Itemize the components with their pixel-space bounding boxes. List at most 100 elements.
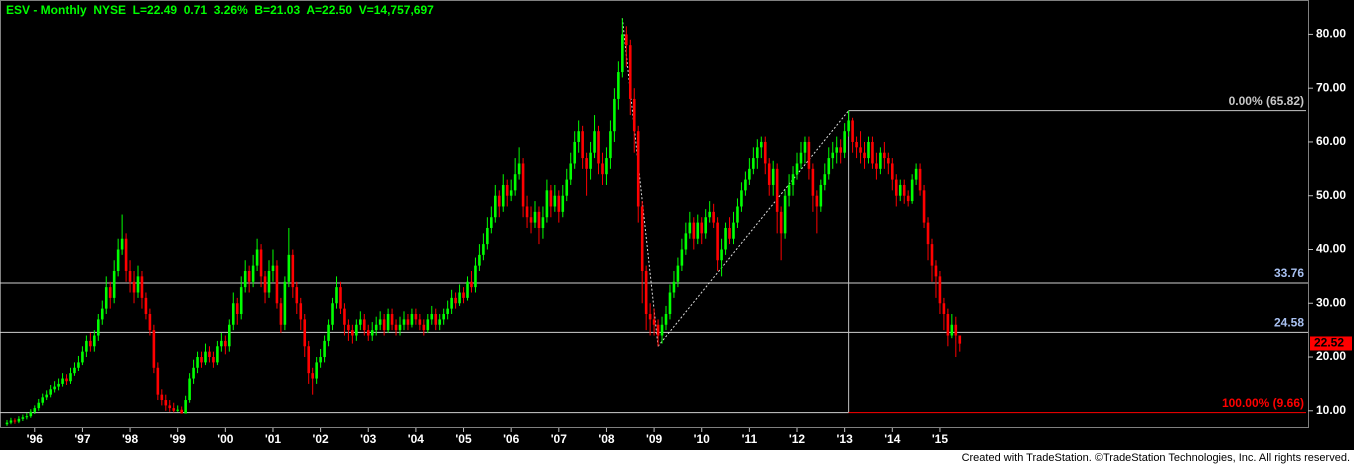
candle-body — [660, 324, 664, 336]
candle-body — [45, 394, 48, 398]
candle-body — [609, 131, 612, 159]
candle-body — [228, 324, 231, 347]
candle-body — [116, 249, 120, 271]
candle-body — [732, 222, 735, 239]
x-tick-label: '11 — [742, 432, 758, 446]
candle-body — [132, 281, 136, 293]
x-tick-label: '96 — [27, 432, 44, 446]
candle-body — [184, 400, 187, 414]
candle-body — [545, 190, 549, 218]
last-price-box — [1310, 336, 1352, 351]
candle-body — [164, 400, 168, 406]
candle-body — [462, 292, 465, 298]
candle-body — [517, 163, 521, 175]
candle-body — [370, 330, 374, 336]
candle-body — [442, 314, 445, 320]
candle-body — [680, 249, 684, 266]
candle-body — [863, 152, 866, 159]
candle-body — [950, 324, 954, 336]
candle-body — [406, 319, 410, 325]
candle-body — [13, 420, 17, 422]
candle-body — [160, 394, 164, 401]
y-tick-label: 10.00 — [1316, 403, 1346, 417]
candle-body — [81, 351, 84, 363]
candle-body — [303, 319, 307, 347]
candle-body — [490, 217, 493, 228]
x-tick-label: '14 — [884, 432, 901, 446]
candle-body — [410, 314, 414, 325]
candle-body — [767, 163, 771, 185]
candle-body — [176, 409, 179, 411]
candle-body — [188, 378, 191, 401]
candle-body — [803, 141, 807, 153]
x-tick-label: '04 — [408, 432, 425, 446]
candle-body — [537, 211, 541, 228]
candle-body — [926, 222, 930, 245]
x-tick-label: '01 — [265, 432, 282, 446]
candle-body — [501, 184, 505, 207]
candle-body — [196, 357, 199, 368]
candle-body — [482, 244, 485, 255]
candle-body — [589, 152, 592, 169]
candle-body — [140, 276, 144, 298]
candle-body — [728, 227, 731, 239]
x-tick-label: '08 — [598, 432, 615, 446]
background — [0, 0, 1354, 450]
candle-body — [632, 98, 636, 132]
x-tick-label: '05 — [455, 432, 472, 446]
candle-body — [394, 324, 398, 331]
candle-body — [505, 184, 509, 196]
y-tick-label: 70.00 — [1316, 80, 1346, 94]
candle-body — [454, 297, 457, 304]
candle-body — [879, 152, 882, 169]
candle-body — [271, 265, 275, 271]
candle-body — [386, 314, 390, 331]
candle-body — [807, 141, 811, 169]
candle-body — [700, 222, 704, 234]
candle-body — [418, 319, 422, 325]
candle-body — [148, 314, 152, 331]
candle-body — [216, 346, 219, 363]
candle-body — [712, 211, 715, 223]
candle-body — [438, 319, 442, 325]
y-tick-label: 60.00 — [1316, 134, 1346, 148]
candle-body — [569, 163, 573, 180]
candle-body — [339, 287, 342, 309]
candle-body — [617, 72, 620, 99]
candle-body — [235, 303, 239, 315]
candle-body — [938, 276, 942, 304]
candle-body — [212, 357, 215, 363]
candle-body — [847, 120, 850, 132]
x-tick-label: '15 — [932, 432, 949, 446]
candle-body — [382, 319, 386, 331]
candle-body — [69, 373, 72, 382]
candle-body — [855, 141, 858, 148]
candle-body — [664, 314, 668, 325]
candle-body — [708, 211, 711, 218]
candle-body — [351, 330, 354, 336]
candle-body — [775, 168, 779, 212]
x-tick-label: '98 — [122, 432, 139, 446]
candle-body — [914, 168, 918, 180]
candle-body — [513, 174, 517, 191]
candle-body — [958, 335, 962, 344]
candle-body — [827, 158, 831, 175]
candle-body — [867, 141, 870, 159]
candle-body — [77, 362, 80, 368]
candle-body — [823, 174, 827, 185]
candle-body — [124, 238, 128, 271]
candle-body — [533, 211, 537, 223]
candle-body — [601, 163, 604, 175]
x-tick-label: '02 — [313, 432, 330, 446]
candle-body — [247, 270, 251, 282]
candle-body — [565, 179, 569, 196]
candle-body — [255, 249, 259, 266]
candle-body — [89, 340, 92, 347]
candle-body — [756, 147, 759, 159]
x-tick-label: '97 — [74, 432, 91, 446]
candle-body — [57, 383, 60, 387]
candle-body — [561, 195, 565, 212]
candle-body — [398, 324, 402, 331]
candle-body — [331, 303, 334, 325]
candle-body — [168, 405, 172, 409]
